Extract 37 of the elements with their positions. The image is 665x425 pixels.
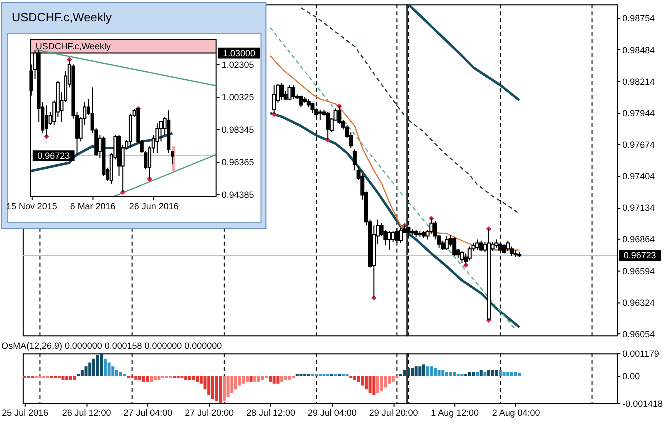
y-tick-label: 0.97134 xyxy=(622,203,656,214)
x-tick-label: 1 Aug 12:00 xyxy=(431,408,480,418)
x-tick-label: 26 Jul 12:00 xyxy=(62,408,112,418)
x-tick-label: 25 Jul 2016 xyxy=(2,408,49,418)
y-tick-label: 0.96864 xyxy=(622,234,656,245)
y-tick-label: -0.001418 xyxy=(622,398,664,409)
x-tick-label: 15 Nov 2015 xyxy=(6,202,58,212)
y-tick-label: 0.001179 xyxy=(622,349,660,360)
ref-line-label: 1.03000 xyxy=(223,48,256,58)
annotation: USDCHF.c,Weekly xyxy=(36,41,112,52)
chart-title: USDCHF.c,Weekly xyxy=(12,10,112,25)
y-tick-label: 0.98345 xyxy=(222,124,254,135)
y-tick-label: 0.98214 xyxy=(622,76,656,87)
y-tick-label: 0.00 xyxy=(622,372,640,382)
y-tick-label: 0.98484 xyxy=(622,45,656,56)
y-tick-label: 0.96054 xyxy=(622,329,656,340)
y-tick-label: 0.96365 xyxy=(222,157,254,168)
ref-line-label: 0.96723 xyxy=(38,151,70,162)
x-tick-label: 27 Jul 20:00 xyxy=(185,408,234,418)
y-tick-label: 0.94385 xyxy=(222,190,254,200)
y-tick-label: 0.96594 xyxy=(622,266,656,276)
ref-line-label: 0.96723 xyxy=(624,250,656,261)
y-tick-label: 0.97944 xyxy=(622,108,656,118)
x-tick-label: 29 Jul 20:00 xyxy=(369,408,418,418)
y-tick-label: 1.02305 xyxy=(222,60,254,70)
x-tick-label: 26 Jun 2016 xyxy=(129,202,179,212)
x-tick-label: 6 Mar 2016 xyxy=(70,202,116,212)
x-tick-label: 27 Jul 04:00 xyxy=(124,408,173,418)
x-tick-label: 29 Jul 04:00 xyxy=(308,408,357,418)
x-tick-label: 2 Aug 04:00 xyxy=(492,408,540,418)
y-tick-label: 0.97674 xyxy=(622,140,656,150)
y-tick-label: 0.98754 xyxy=(622,14,656,24)
x-tick-label: 28 Jul 12:00 xyxy=(246,408,296,418)
y-tick-label: 0.96324 xyxy=(622,298,656,308)
y-tick-label: 1.00325 xyxy=(222,92,254,103)
y-tick-label: 0.97404 xyxy=(622,172,656,182)
chart-title: OsMA(12,26,9) 0.000000 0.000158 0.000000 0.000000 xyxy=(2,341,222,352)
